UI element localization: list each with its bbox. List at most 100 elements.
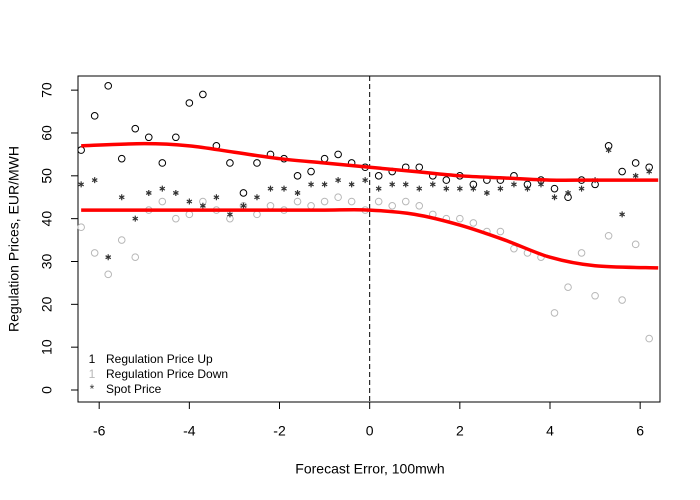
spot-point: [483, 189, 490, 196]
point: [293, 172, 302, 180]
spot-point: [240, 202, 247, 209]
point: [631, 159, 640, 167]
y-axis-label: Regulation Prices, EUR/MWH: [6, 146, 22, 332]
point: [117, 236, 126, 244]
point: [90, 249, 99, 257]
point: [172, 214, 180, 223]
x-tick-label: 0: [366, 423, 374, 439]
point: [631, 240, 640, 249]
spot-point: [389, 181, 396, 188]
y-tick-label: 10: [39, 339, 55, 355]
point: [320, 197, 329, 206]
spot-point: [511, 181, 517, 188]
spot-point: [470, 185, 477, 192]
spot-point: [294, 189, 301, 196]
point: [117, 154, 126, 163]
point: [645, 334, 653, 343]
smooth-line: [81, 208, 659, 270]
legend-symbol: 1: [89, 352, 96, 366]
spot-point: [416, 185, 423, 192]
y-tick-label: 60: [39, 125, 55, 141]
smooth-line: [81, 141, 659, 183]
spot-point: [308, 181, 314, 188]
spot-point: [267, 185, 274, 192]
legend-label: Regulation Price Up: [106, 352, 213, 366]
point: [618, 296, 626, 304]
spot-point: [578, 185, 585, 192]
spot-point: [172, 189, 179, 196]
point: [374, 172, 383, 180]
point: [253, 159, 261, 167]
spot-point: [145, 189, 152, 196]
spot-point: [281, 185, 287, 192]
y-tick-label: 30: [39, 253, 55, 269]
spot-point: [227, 211, 233, 218]
point: [104, 270, 113, 279]
point: [469, 219, 478, 227]
point: [158, 197, 167, 206]
spot-point: [105, 254, 112, 261]
legend-symbol: 1: [89, 367, 96, 381]
x-axis-label: Forecast Error, 100mwh: [295, 461, 444, 477]
spot-point: [565, 189, 571, 196]
y-tick-label: 70: [39, 82, 55, 98]
point: [77, 146, 85, 154]
x-tick-label: 4: [546, 423, 554, 439]
x-tick-label: 2: [456, 423, 464, 439]
y-tick-label: 50: [39, 168, 55, 184]
spot-point: [78, 181, 85, 188]
spot-point: [254, 194, 260, 201]
point: [131, 124, 140, 133]
y-tick-label: 20: [39, 296, 55, 312]
point: [172, 133, 180, 142]
point: [591, 291, 599, 300]
point: [496, 227, 505, 236]
legend-label: Spot Price: [106, 382, 162, 396]
point: [388, 202, 397, 210]
x-tick-label: -6: [93, 423, 106, 439]
point: [374, 197, 383, 206]
point: [442, 176, 451, 184]
spot-point: [335, 177, 342, 184]
point: [90, 112, 99, 120]
point: [401, 197, 410, 206]
point: [564, 283, 572, 291]
point: [307, 167, 315, 176]
spot-point: [402, 181, 409, 188]
spot-point: [443, 185, 450, 192]
point: [334, 150, 342, 159]
point: [550, 184, 559, 193]
plot-frame: [77, 75, 661, 403]
point: [239, 189, 248, 197]
spot-point: [321, 181, 328, 188]
point: [158, 159, 167, 167]
point: [456, 214, 464, 223]
point: [347, 197, 356, 206]
spot-point: [186, 198, 193, 205]
spot-point: [362, 177, 369, 184]
spot-point: [619, 211, 626, 218]
spot-point: [199, 202, 206, 209]
point: [618, 167, 626, 176]
y-tick-label: 40: [39, 211, 55, 227]
point: [604, 231, 613, 240]
spot-point: [375, 185, 382, 192]
point: [334, 193, 342, 202]
spot-point: [348, 181, 355, 188]
spot-point: [551, 194, 558, 201]
point: [104, 82, 113, 90]
x-tick-label: -4: [183, 423, 196, 439]
spot-point: [646, 168, 653, 175]
spot-point: [213, 194, 220, 201]
spot-point: [538, 181, 544, 188]
point: [226, 159, 234, 167]
point: [550, 309, 559, 317]
spot-point: [456, 185, 463, 192]
legend-symbol: *: [90, 382, 95, 396]
spot-point: [632, 172, 639, 179]
spot-point: [524, 185, 531, 192]
point: [77, 223, 85, 232]
point: [144, 133, 153, 142]
y-tick-label: 0: [39, 386, 55, 394]
